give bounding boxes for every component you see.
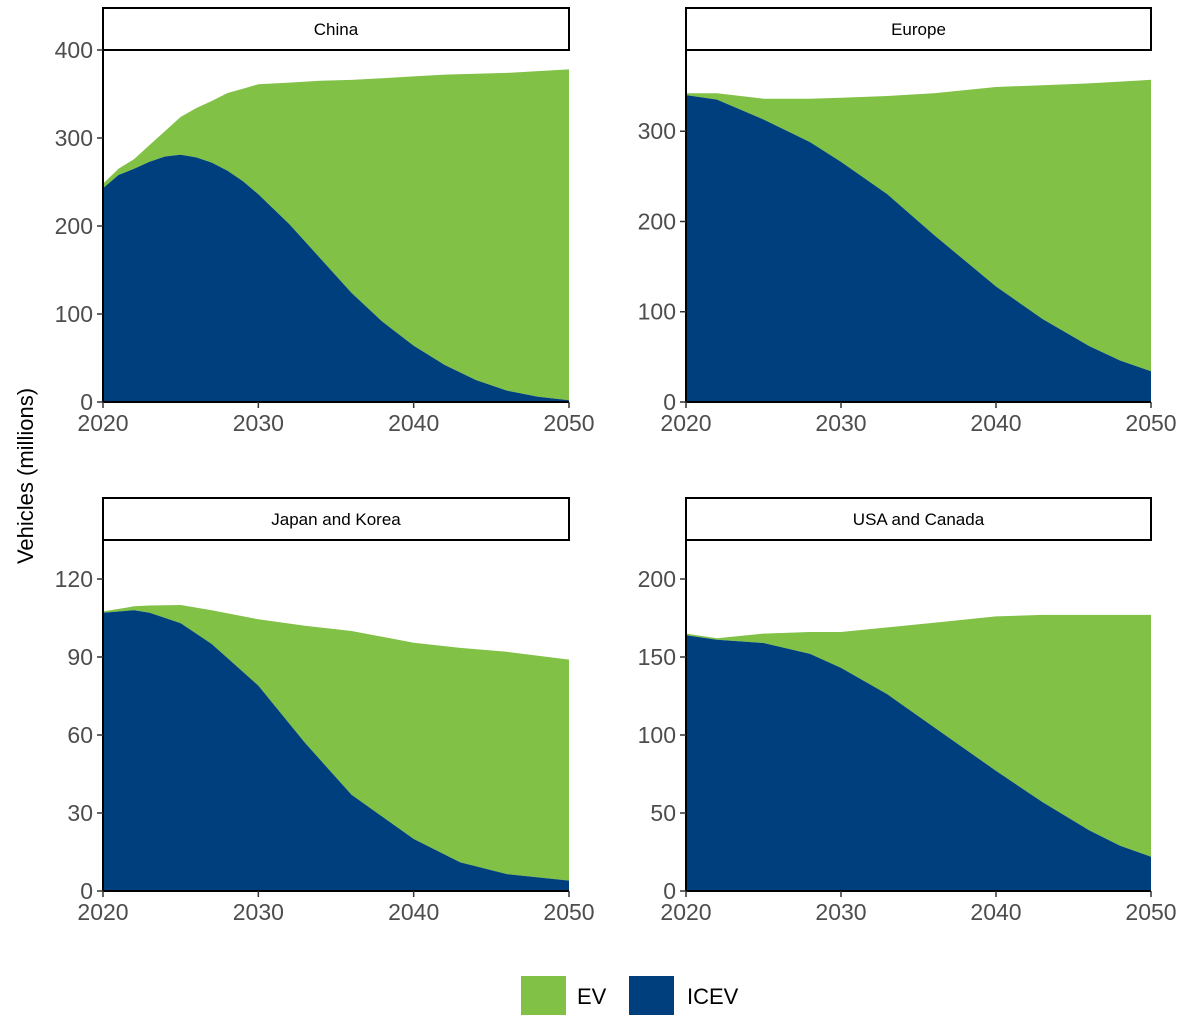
x-tick-label-japan-and-korea-2040: 2040 (388, 899, 439, 925)
x-tick-label-europe-2030: 2030 (815, 410, 866, 436)
y-tick-label-usa-and-canada-50: 50 (650, 800, 676, 826)
x-tick-label-europe-2020: 2020 (660, 410, 711, 436)
legend-swatch-ev (521, 976, 566, 1015)
y-tick-label-china-300: 300 (55, 125, 93, 151)
y-tick-label-china-400: 400 (55, 37, 93, 63)
y-tick-label-usa-and-canada-100: 100 (638, 722, 676, 748)
x-tick-label-usa-and-canada-2030: 2030 (815, 899, 866, 925)
legend-item-ev: EV (521, 976, 607, 1015)
x-tick-label-china-2040: 2040 (388, 410, 439, 436)
legend-label-ev: EV (577, 984, 607, 1009)
legend-item-icev: ICEV (629, 976, 739, 1015)
x-tick-label-china-2030: 2030 (233, 410, 284, 436)
x-tick-label-japan-and-korea-2030: 2030 (233, 899, 284, 925)
legend: EV ICEV (521, 976, 739, 1015)
panel-title-china: China (314, 20, 359, 39)
y-tick-label-usa-and-canada-200: 200 (638, 566, 676, 592)
y-tick-label-europe-200: 200 (638, 208, 676, 234)
x-tick-label-usa-and-canada-2050: 2050 (1125, 899, 1176, 925)
panel-title-japan-and-korea: Japan and Korea (271, 510, 401, 529)
y-tick-label-europe-100: 100 (638, 299, 676, 325)
y-axis-title: Vehicles (millions) (13, 388, 38, 564)
y-tick-label-china-100: 100 (55, 301, 93, 327)
y-tick-label-japan-and-korea-120: 120 (55, 566, 93, 592)
x-tick-label-japan-and-korea-2020: 2020 (77, 899, 128, 925)
y-tick-label-japan-and-korea-90: 90 (67, 644, 93, 670)
y-tick-label-japan-and-korea-30: 30 (67, 800, 93, 826)
panel-title-europe: Europe (891, 20, 946, 39)
x-tick-label-usa-and-canada-2020: 2020 (660, 899, 711, 925)
legend-swatch-icev (629, 976, 674, 1015)
x-tick-label-china-2020: 2020 (77, 410, 128, 436)
y-tick-label-japan-and-korea-60: 60 (67, 722, 93, 748)
panel-title-usa-and-canada: USA and Canada (853, 510, 985, 529)
x-tick-label-usa-and-canada-2040: 2040 (970, 899, 1021, 925)
y-tick-label-usa-and-canada-150: 150 (638, 644, 676, 670)
legend-label-icev: ICEV (687, 984, 739, 1009)
x-tick-label-japan-and-korea-2050: 2050 (543, 899, 594, 925)
x-tick-label-europe-2050: 2050 (1125, 410, 1176, 436)
y-tick-label-europe-300: 300 (638, 118, 676, 144)
x-tick-label-europe-2040: 2040 (970, 410, 1021, 436)
y-tick-label-china-200: 200 (55, 213, 93, 239)
x-tick-label-china-2050: 2050 (543, 410, 594, 436)
